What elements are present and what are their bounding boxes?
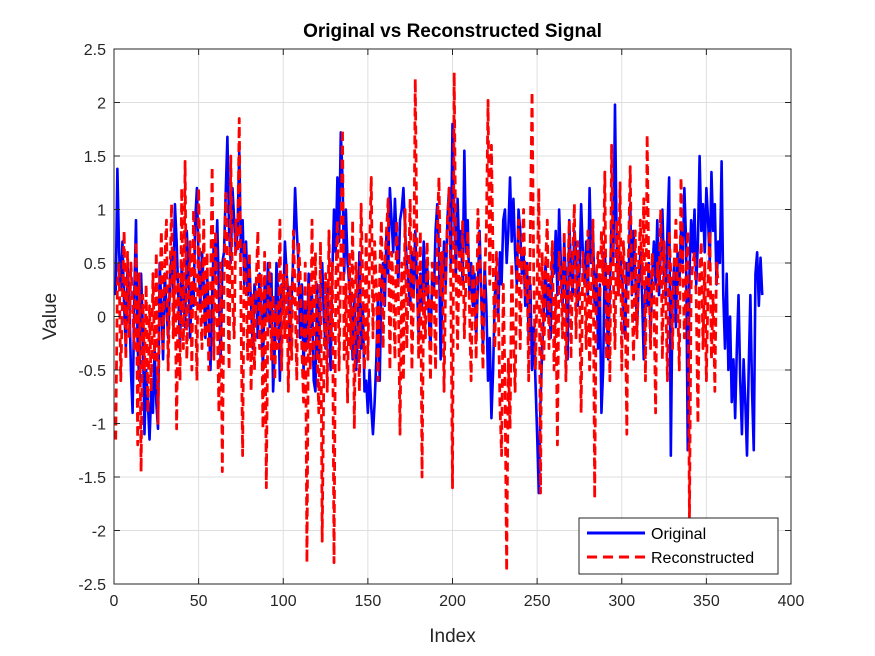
x-tick-label: 300 bbox=[608, 593, 635, 610]
legend-box bbox=[578, 517, 779, 575]
y-tick-label: -2 bbox=[92, 524, 106, 541]
y-tick-label: 2 bbox=[97, 96, 106, 113]
y-tick-label: 2.5 bbox=[84, 42, 106, 59]
series-layer bbox=[114, 71, 764, 573]
x-tick-label: 200 bbox=[439, 593, 466, 610]
y-tick-label: 0.5 bbox=[84, 256, 106, 273]
legend-label-original: Original bbox=[651, 526, 706, 543]
x-tick-label: 50 bbox=[190, 593, 208, 610]
y-axis-label: Value bbox=[40, 293, 61, 340]
x-tick-label: 250 bbox=[524, 593, 551, 610]
y-tick-label: 0 bbox=[97, 310, 106, 327]
x-tick-label: 400 bbox=[778, 593, 805, 610]
y-tick-label: -2.5 bbox=[78, 577, 106, 594]
y-tick-label: -1.5 bbox=[78, 470, 106, 487]
chart-title: Original vs Reconstructed Signal bbox=[303, 21, 602, 42]
y-tick-label: -0.5 bbox=[78, 363, 106, 380]
legend: Original Reconstructed bbox=[578, 517, 779, 575]
legend-label-reconstructed: Reconstructed bbox=[651, 550, 754, 567]
x-tick-label: 100 bbox=[270, 593, 297, 610]
series-line-reconstructed bbox=[114, 71, 720, 573]
x-axis-label: Index bbox=[429, 626, 476, 647]
axis-ticks: 0 50 100 150 200 250 300 350 400 -2.5 -2 -1.5 -1 -0.5… bbox=[78, 42, 804, 610]
y-tick-label: 1.5 bbox=[84, 149, 106, 166]
x-tick-label: 0 bbox=[110, 593, 119, 610]
x-tick-label: 350 bbox=[693, 593, 720, 610]
y-tick-label: 1 bbox=[97, 203, 106, 220]
y-tick-label: -1 bbox=[92, 417, 106, 434]
x-tick-label: 150 bbox=[355, 593, 382, 610]
